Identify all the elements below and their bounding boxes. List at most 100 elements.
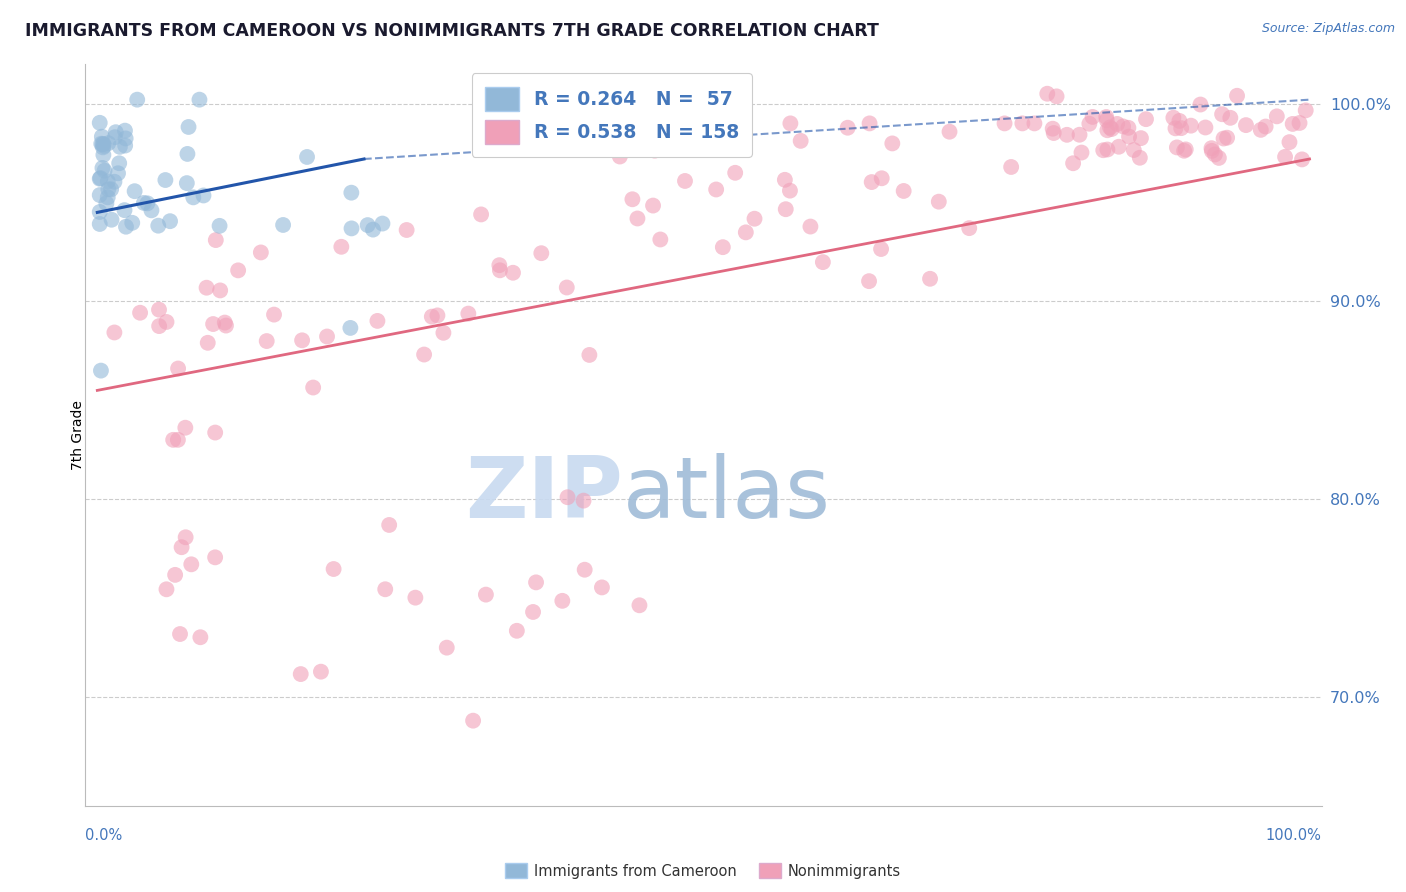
Point	[339, 321, 361, 335]
Point	[108, 156, 131, 170]
Point	[734, 225, 756, 239]
Point	[502, 266, 524, 280]
Point	[202, 317, 225, 331]
Point	[295, 150, 318, 164]
Point	[837, 120, 859, 135]
Point	[1097, 143, 1119, 157]
Point	[316, 329, 339, 343]
Point	[170, 540, 193, 554]
Point	[97, 136, 120, 151]
Point	[870, 242, 893, 256]
Point	[395, 223, 418, 237]
Point	[127, 93, 149, 107]
Text: Source: ZipAtlas.com: Source: ZipAtlas.com	[1261, 22, 1395, 36]
Point	[177, 120, 200, 134]
Point	[1000, 160, 1022, 174]
Point	[1101, 122, 1123, 136]
Point	[114, 138, 136, 153]
Point	[188, 93, 211, 107]
Point	[1291, 153, 1313, 167]
Point	[557, 490, 579, 504]
Point	[1062, 156, 1084, 170]
Point	[436, 640, 458, 655]
Point	[475, 588, 498, 602]
Point	[555, 280, 578, 294]
Point	[1118, 120, 1140, 135]
Point	[124, 184, 146, 198]
Point	[155, 173, 177, 187]
Point	[724, 166, 747, 180]
Point	[1173, 144, 1195, 158]
Text: atlas: atlas	[623, 453, 831, 536]
Point	[174, 530, 197, 544]
Point	[114, 203, 136, 218]
Point	[1265, 109, 1288, 123]
Point	[197, 335, 219, 350]
Point	[789, 134, 811, 148]
Point	[366, 314, 388, 328]
Point	[1201, 141, 1223, 155]
Point	[882, 136, 904, 151]
Point	[96, 196, 118, 211]
Point	[1098, 120, 1121, 135]
Point	[870, 171, 893, 186]
Point	[155, 582, 177, 597]
Point	[1211, 107, 1233, 121]
Point	[1288, 116, 1310, 130]
Text: ZIP: ZIP	[465, 453, 623, 536]
Point	[291, 334, 314, 348]
Point	[215, 318, 238, 333]
Point	[524, 575, 547, 590]
Point	[167, 433, 190, 447]
Point	[91, 161, 114, 175]
Point	[1168, 114, 1191, 128]
Point	[1095, 113, 1118, 128]
Point	[1212, 131, 1234, 145]
Point	[644, 144, 666, 158]
Point	[104, 125, 127, 139]
Point	[634, 136, 657, 150]
Point	[378, 518, 401, 533]
Point	[1170, 121, 1192, 136]
Point	[1045, 89, 1067, 103]
Point	[148, 302, 170, 317]
Point	[860, 175, 883, 189]
Point	[1278, 135, 1301, 149]
Point	[1107, 117, 1129, 131]
Point	[779, 116, 801, 130]
Point	[204, 425, 226, 440]
Point	[1042, 121, 1064, 136]
Point	[361, 222, 384, 236]
Point	[169, 627, 191, 641]
Point	[165, 567, 187, 582]
Text: 0.0%: 0.0%	[86, 828, 122, 843]
Point	[858, 116, 880, 130]
Point	[148, 319, 170, 334]
Point	[141, 203, 163, 218]
Point	[104, 130, 127, 145]
Point	[628, 599, 651, 613]
Point	[1216, 130, 1239, 145]
Point	[489, 263, 512, 277]
Point	[93, 138, 115, 153]
Point	[551, 594, 574, 608]
Point	[89, 205, 111, 219]
Point	[1234, 118, 1257, 132]
Point	[322, 562, 344, 576]
Point	[1174, 143, 1197, 157]
Point	[928, 194, 950, 209]
Point	[89, 171, 111, 186]
Point	[773, 173, 796, 187]
Point	[90, 363, 112, 377]
Point	[1070, 145, 1092, 160]
Point	[404, 591, 426, 605]
Point	[1092, 143, 1115, 157]
Point	[574, 563, 596, 577]
Point	[1118, 129, 1140, 144]
Point	[193, 188, 215, 202]
Point	[309, 665, 332, 679]
Point	[103, 175, 125, 189]
Point	[89, 171, 111, 186]
Point	[1164, 121, 1187, 136]
Point	[162, 433, 184, 447]
